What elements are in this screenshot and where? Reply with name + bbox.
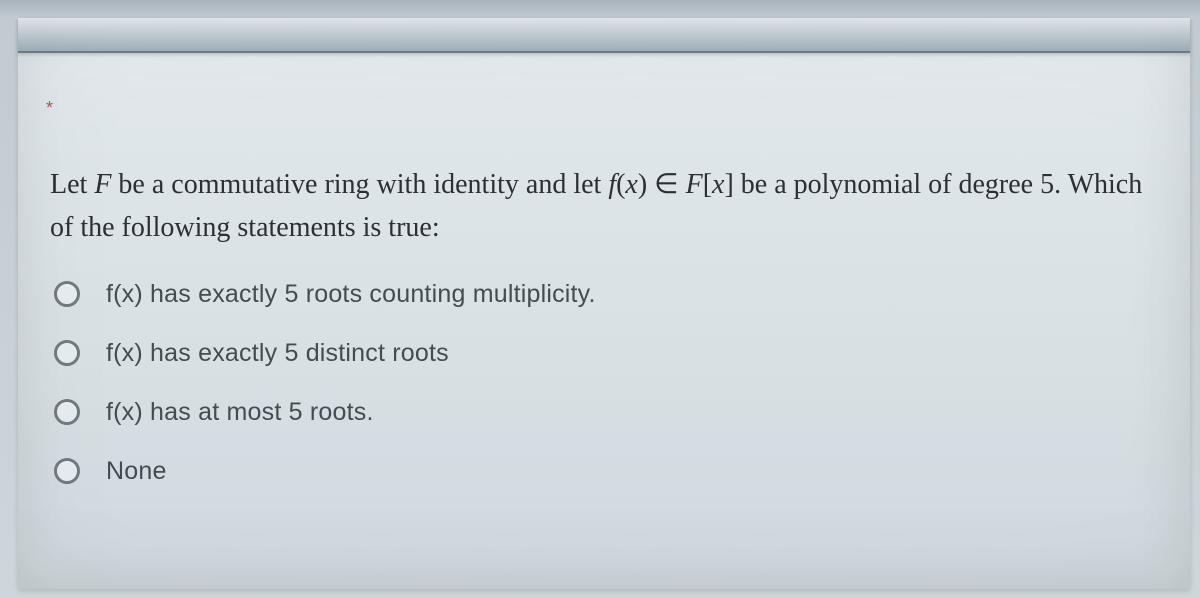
question-card: * Let F be a commutative ring with ident… — [18, 18, 1190, 589]
stem-text-italic: F — [686, 169, 703, 200]
required-asterisk: * — [46, 98, 53, 119]
stem-text: [ — [703, 169, 712, 200]
screenshot-frame: * Let F be a commutative ring with ident… — [0, 0, 1200, 597]
option-row[interactable]: f(x) has exactly 5 roots counting multip… — [50, 280, 1166, 309]
option-row[interactable]: f(x) has at most 5 roots. — [50, 398, 1166, 427]
option-row[interactable]: f(x) has exactly 5 distinct roots — [50, 339, 1166, 368]
radio-icon[interactable] — [54, 340, 80, 366]
radio-icon[interactable] — [54, 281, 80, 307]
radio-icon[interactable] — [54, 458, 80, 484]
card-topbar — [18, 18, 1190, 53]
stem-text: ) ∈ — [638, 169, 686, 200]
option-label: None — [106, 457, 167, 486]
stem-text: Let — [50, 169, 94, 200]
stem-text: be a commutative ring with identity and … — [111, 169, 608, 200]
stem-text-italic: F — [94, 169, 111, 200]
options-group: f(x) has exactly 5 roots counting multip… — [50, 280, 1166, 486]
stem-text-italic: x — [625, 169, 637, 200]
option-label: f(x) has at most 5 roots. — [106, 398, 374, 427]
radio-icon[interactable] — [54, 399, 80, 425]
option-row[interactable]: None — [50, 457, 1166, 486]
question-stem: Let F be a commutative ring with identit… — [50, 163, 1166, 250]
option-label: f(x) has exactly 5 distinct roots — [106, 339, 449, 368]
option-label: f(x) has exactly 5 roots counting multip… — [106, 280, 596, 309]
stem-text-italic: f — [608, 169, 616, 200]
question-block: Let F be a commutative ring with identit… — [50, 163, 1166, 516]
stem-text-italic: x — [712, 169, 724, 200]
